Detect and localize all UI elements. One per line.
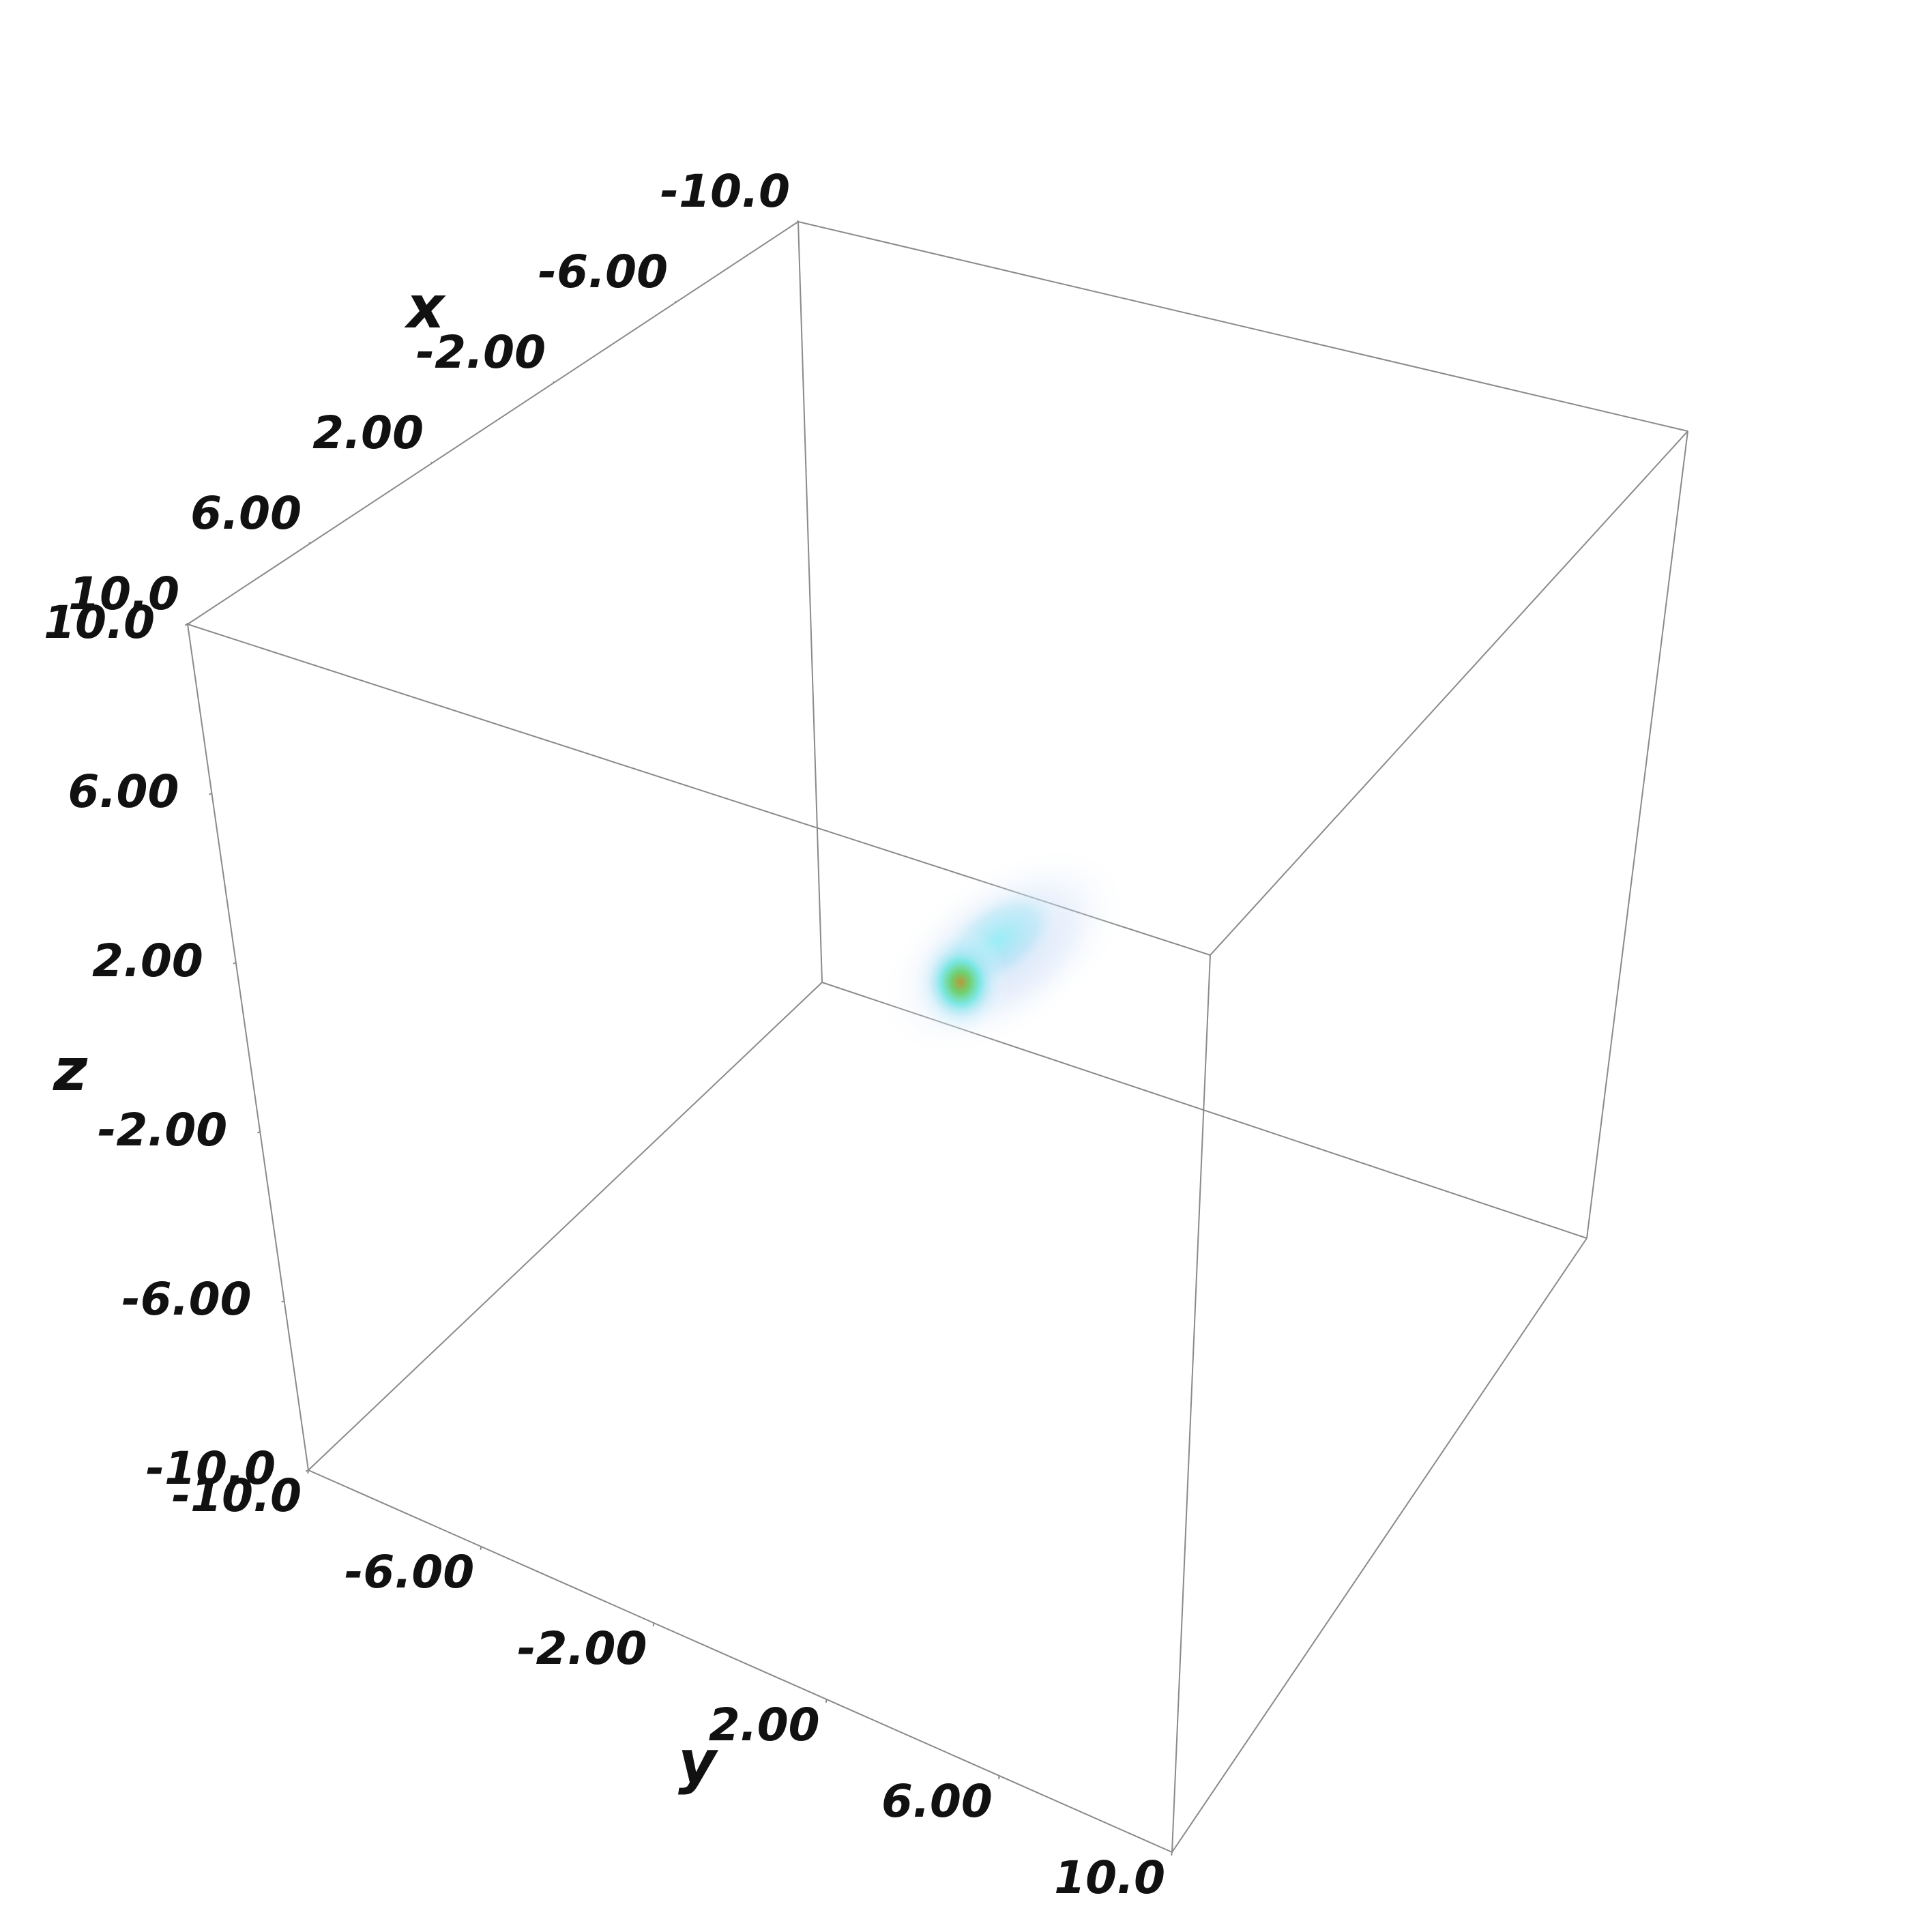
tick-mark-z	[305, 1469, 309, 1472]
box-edge	[187, 221, 799, 625]
box-edge	[1210, 430, 1688, 956]
box-edge	[1586, 430, 1688, 1239]
tick-label-y: 2.00	[709, 1699, 820, 1751]
tick-label-x: -2.00	[416, 326, 546, 379]
tick-mark-y	[825, 1699, 828, 1703]
tick-label-x: 10.0	[68, 568, 179, 620]
tick-label-x: -10.0	[660, 165, 790, 218]
tick-mark-x	[797, 220, 799, 222]
tick-label-x: -6.00	[538, 246, 668, 298]
box-edge	[308, 1469, 1173, 1853]
bounding-box	[187, 221, 1688, 1853]
tick-label-x: 2.00	[312, 407, 424, 459]
tick-labels: -10.0-6.00-2.002.006.0010.0-10.0-6.00-2.…	[44, 165, 1173, 1904]
tick-mark-z	[184, 624, 188, 626]
tick-mark-x	[308, 542, 310, 544]
y-axis-label: y	[678, 1728, 719, 1796]
density-volume	[876, 845, 1130, 1058]
tick-mark-z	[209, 793, 212, 795]
tick-mark-z	[257, 1131, 261, 1134]
box-edge	[187, 624, 309, 1471]
tick-label-z: 2.00	[92, 935, 203, 987]
tick-label-y: 10.0	[1054, 1852, 1165, 1904]
tick-label-z: 6.00	[68, 765, 179, 818]
box-edge	[797, 221, 823, 983]
tick-mark-x	[430, 461, 433, 464]
tick-label-y: -6.00	[345, 1546, 474, 1598]
tick-label-x: 6.00	[190, 487, 302, 540]
z-axis-label: z	[53, 1036, 88, 1104]
tick-mark-z	[233, 962, 237, 965]
tick-label-z: -2.00	[98, 1104, 227, 1156]
tick-label-z: -10.0	[146, 1442, 276, 1495]
density-core	[929, 947, 992, 1018]
box-edge	[1171, 954, 1211, 1853]
tick-mark-z	[281, 1300, 284, 1303]
box-edge	[1171, 1238, 1587, 1853]
tick-mark-x	[675, 300, 677, 303]
tick-label-y: -2.00	[517, 1622, 647, 1675]
x-axis-label: x	[404, 274, 446, 342]
tick-mark-y	[480, 1546, 482, 1550]
tick-label-z: -6.00	[121, 1273, 251, 1326]
tick-label-y: 6.00	[881, 1775, 993, 1828]
tick-mark-y	[1171, 1852, 1173, 1856]
tick-label-z: 10.0	[44, 596, 155, 649]
tick-mark-x	[553, 381, 555, 383]
tick-label-y: -10.0	[172, 1469, 302, 1522]
box-edge	[308, 982, 823, 1471]
box-edge	[797, 221, 1688, 432]
